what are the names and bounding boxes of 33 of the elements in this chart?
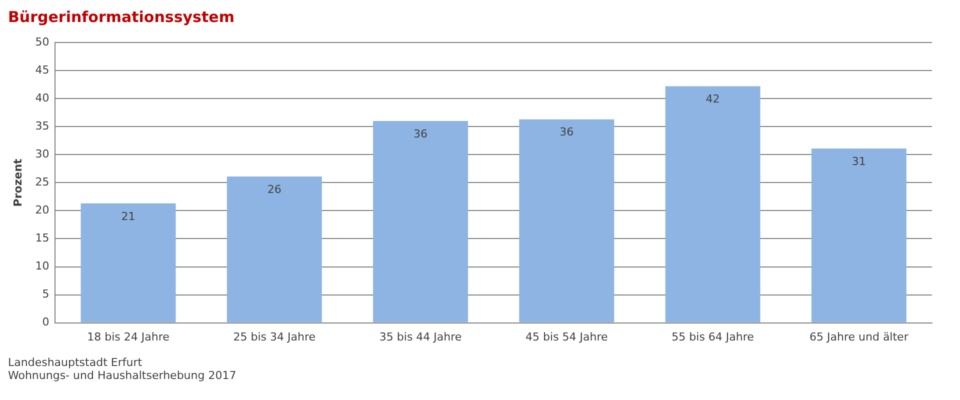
y-tick-label: 10 <box>35 260 50 273</box>
y-tick-label: 40 <box>35 92 50 104</box>
y-axis-title: Prozent <box>11 158 24 207</box>
data-label: 42 <box>706 92 720 106</box>
bar <box>80 203 176 322</box>
y-tick-label: 5 <box>42 288 50 301</box>
text: Wohnungs- und Haushaltserhebung 2017 <box>8 369 238 382</box>
data-label: 36 <box>414 127 428 140</box>
x-tick-label: 18 bis 24 Jahre <box>87 330 170 344</box>
data-label: 31 <box>852 154 866 168</box>
data-label: 21 <box>121 210 136 223</box>
bar <box>373 121 468 322</box>
y-tick-label: 35 <box>35 120 50 133</box>
data-label: 36 <box>560 126 574 139</box>
y-tick-label: 0 <box>42 316 50 329</box>
x-tick-label: 25 bis 34 Jahre <box>233 330 316 344</box>
bar <box>226 176 322 322</box>
x-tick-label: 35 bis 44 Jahre <box>379 330 462 344</box>
text: Landeshauptstadt Erfurt <box>8 356 144 369</box>
x-tick-label: 45 bis 54 Jahre <box>526 330 608 344</box>
x-tick-label: 65 Jahre und älter <box>810 330 909 344</box>
y-tick-label: 20 <box>35 204 50 217</box>
bar <box>811 148 906 322</box>
y-tick-label: 15 <box>35 232 50 245</box>
bar <box>665 86 760 322</box>
data-label: 26 <box>267 182 282 196</box>
chart-title: Bürgerinformationssystem <box>8 8 236 26</box>
y-tick-label: 45 <box>35 63 50 76</box>
y-tick-label: 25 <box>35 176 50 189</box>
y-tick-label: 30 <box>35 148 50 161</box>
bar <box>519 119 614 322</box>
x-tick-label: 55 bis 64 Jahre <box>672 330 754 344</box>
y-tick-label: 50 <box>35 35 50 48</box>
